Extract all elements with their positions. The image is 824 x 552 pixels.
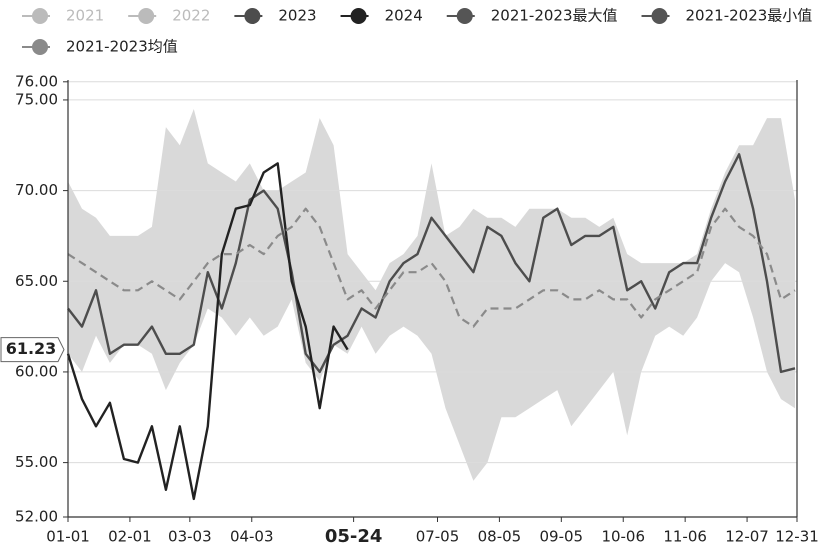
y-tick-label: 75.00: [15, 90, 58, 108]
pointer-box: [0, 337, 65, 363]
x-tick-label: 04-03: [230, 528, 274, 546]
legend-label: 2024: [385, 7, 423, 25]
legend-label: 2022: [172, 7, 210, 25]
x-tick-label: 08-05: [478, 528, 522, 546]
legend-item[interactable]: 2021-2023最大值: [446, 7, 618, 25]
legend-item[interactable]: 2021: [22, 7, 104, 25]
legend-label: 2021-2023最小值: [686, 7, 813, 25]
y-tick-label: 65.00: [15, 272, 58, 290]
legend-item[interactable]: 2021-2023均值: [22, 38, 178, 56]
legend-item[interactable]: 2024: [340, 7, 423, 25]
series-line: [67, 153, 796, 374]
legend-marker: [138, 8, 155, 24]
x-tick-label: 07-05: [416, 528, 460, 546]
y-tick-label: 70.00: [15, 181, 58, 199]
series-line: [67, 207, 796, 328]
x-tick-label: 11-06: [663, 528, 707, 546]
band-layer: [68, 109, 795, 481]
legend-item[interactable]: 2022: [128, 7, 210, 25]
x-tick-label: 09-05: [540, 528, 584, 546]
y-tick-label: 55.00: [15, 453, 58, 471]
range-band: [68, 109, 795, 481]
series-line: [66, 162, 349, 501]
x-tick-label: 02-01: [108, 528, 152, 546]
legend-marker: [651, 8, 668, 24]
legend-marker: [244, 8, 261, 24]
y-tick-label: 52.00: [15, 508, 58, 526]
legend-marker: [456, 8, 473, 24]
legend-label: 2023: [278, 7, 316, 25]
y-tick-label: 60.00: [15, 362, 58, 380]
legend-label: 2021-2023最大值: [491, 7, 618, 25]
legend-marker: [350, 8, 367, 24]
legend-label: 2021-2023均值: [66, 38, 178, 56]
legend-item[interactable]: 2021-2023最小值: [641, 7, 813, 25]
legend-marker: [32, 8, 48, 24]
legend-marker: [32, 39, 48, 55]
grid-layer: [68, 81, 797, 518]
x-tick-label: 01-01: [46, 528, 90, 546]
y-pointer-label: 61.23: [6, 339, 57, 358]
x-pointer-label: 05-24: [325, 526, 383, 547]
x-tick-label: 03-03: [168, 528, 212, 546]
y-tick-label: 76.00: [15, 72, 58, 90]
x-tick-label: 12-31: [775, 528, 819, 546]
line-layer: [66, 153, 796, 501]
x-tick-label: 12-07: [725, 528, 769, 546]
x-tick-label: 10-06: [601, 528, 645, 546]
legend-item[interactable]: 2023: [234, 7, 317, 25]
legend-label: 2021: [66, 7, 104, 25]
legend: 2021 2022 2023 2024 2021-2023最大值 2021-2023最小值…: [22, 7, 812, 56]
